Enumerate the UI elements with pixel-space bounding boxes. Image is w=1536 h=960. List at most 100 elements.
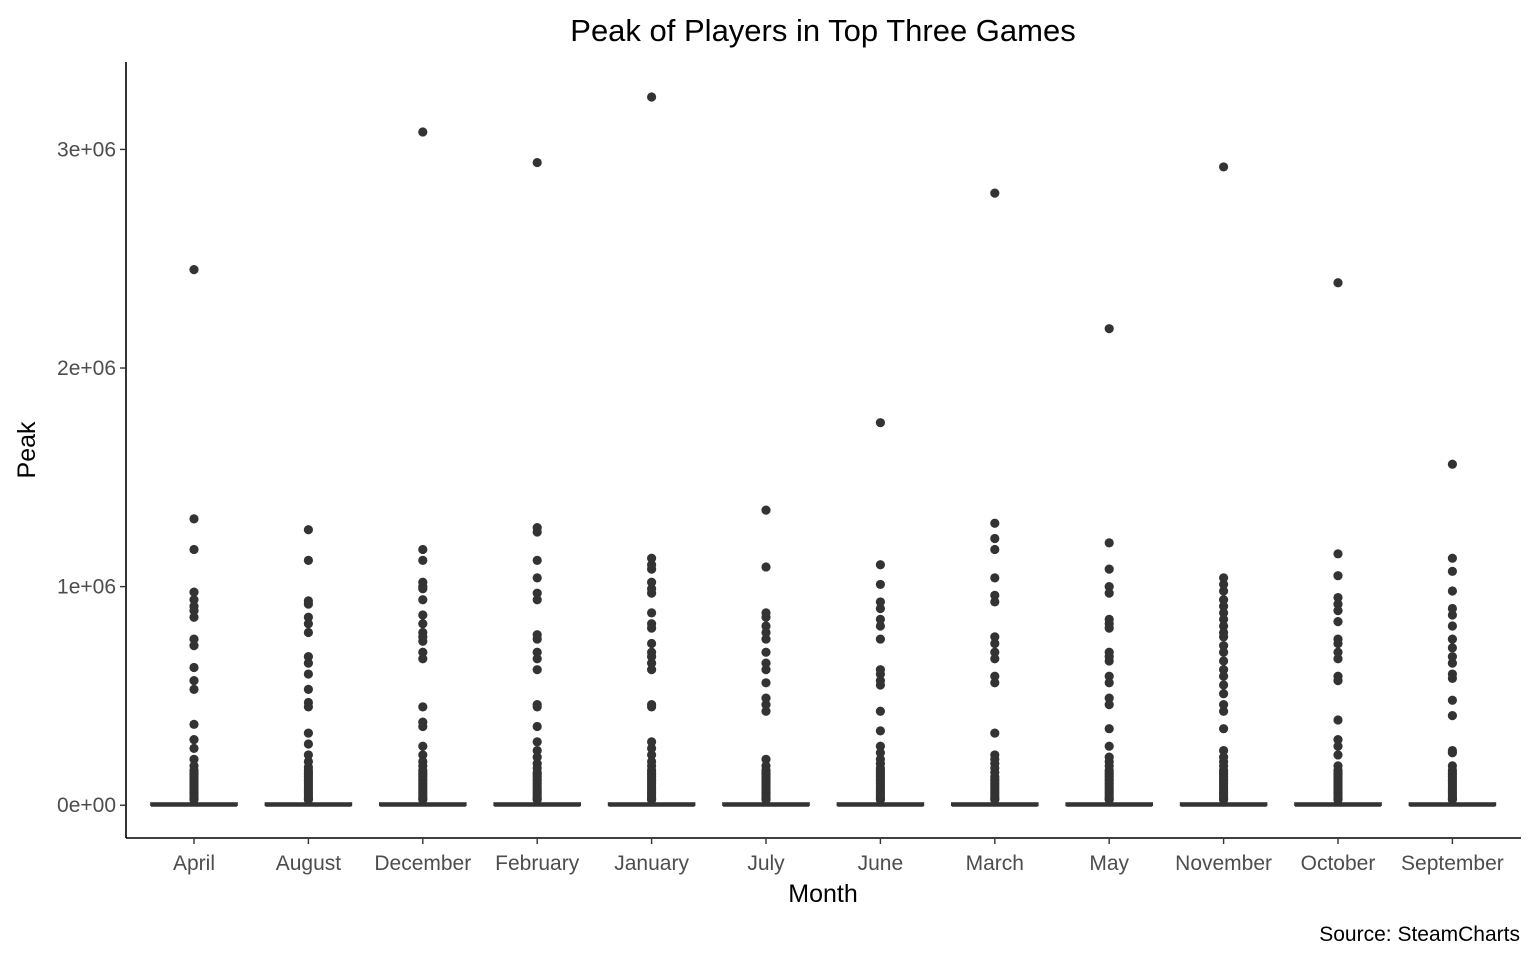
outlier-point (1333, 676, 1342, 685)
outlier-point (876, 707, 885, 716)
outlier-point (189, 795, 198, 804)
outlier-point (533, 634, 542, 643)
outlier-point (304, 619, 313, 628)
outlier-point (876, 418, 885, 427)
x-tick-label: March (966, 852, 1024, 875)
outlier-point (876, 580, 885, 589)
outlier-point (990, 728, 999, 737)
outlier-point (647, 624, 656, 633)
outlier-point (1219, 586, 1228, 595)
outlier-point (418, 556, 427, 565)
outlier-point (304, 600, 313, 609)
outlier-point (647, 702, 656, 711)
outlier-point (761, 707, 770, 716)
outlier-point (990, 534, 999, 543)
outlier-point (761, 634, 770, 643)
outlier-point (647, 665, 656, 674)
outlier-point (533, 556, 542, 565)
outlier-point (1219, 707, 1228, 716)
outlier-point (1219, 689, 1228, 698)
outlier-point (761, 665, 770, 674)
x-axis-title: Month (788, 880, 857, 908)
outlier-point (189, 641, 198, 650)
outlier-point (1219, 162, 1228, 171)
outlier-point (189, 720, 198, 729)
outlier-point (189, 265, 198, 274)
outlier-point (990, 795, 999, 804)
outlier-point (876, 621, 885, 630)
outlier-point (1219, 672, 1228, 681)
box-august (265, 525, 351, 805)
box-july (723, 506, 809, 806)
outlier-point (1105, 724, 1114, 733)
outlier-point (418, 619, 427, 628)
outlier-point (876, 795, 885, 804)
outlier-point (990, 597, 999, 606)
outlier-point (1333, 654, 1342, 663)
outlier-point (876, 604, 885, 613)
outlier-point (304, 659, 313, 668)
outlier-point (533, 158, 542, 167)
outlier-point (304, 739, 313, 748)
outlier-point (647, 639, 656, 648)
chart-caption: Source: SteamCharts (1319, 923, 1520, 946)
outlier-point (533, 702, 542, 711)
outlier-point (1448, 634, 1457, 643)
outlier-point (1333, 742, 1342, 751)
outlier-point (990, 519, 999, 528)
outlier-point (1333, 606, 1342, 615)
outlier-point (1448, 659, 1457, 668)
y-tick-label: 2e+06 (57, 357, 116, 380)
outlier-point (418, 637, 427, 646)
outlier-point (189, 685, 198, 694)
outlier-point (418, 127, 427, 136)
outlier-point (1219, 680, 1228, 689)
outlier-point (1448, 696, 1457, 705)
box-march (952, 189, 1038, 806)
outlier-point (761, 506, 770, 515)
outlier-point (761, 562, 770, 571)
box-october (1295, 278, 1381, 805)
outlier-point (189, 613, 198, 622)
outlier-point (990, 573, 999, 582)
outlier-point (418, 595, 427, 604)
y-tick-label: 0e+00 (57, 794, 116, 817)
outlier-point (1105, 700, 1114, 709)
outlier-point (990, 654, 999, 663)
box-september (1409, 460, 1495, 806)
outlier-point (761, 678, 770, 687)
chart-title: Peak of Players in Top Three Games (570, 13, 1075, 48)
x-tick-label: January (614, 852, 689, 875)
box-may (1066, 324, 1152, 805)
x-tick-label: December (374, 852, 471, 875)
outlier-point (418, 702, 427, 711)
box-june (837, 418, 923, 805)
outlier-point (533, 654, 542, 663)
y-axis-title: Peak (13, 421, 41, 478)
outlier-point (1448, 643, 1457, 652)
x-tick-label: July (747, 852, 785, 875)
outlier-point (304, 728, 313, 737)
outlier-point (1333, 795, 1342, 804)
outlier-point (304, 702, 313, 711)
outlier-point (990, 545, 999, 554)
outlier-point (1219, 632, 1228, 641)
outlier-point (1448, 610, 1457, 619)
outlier-point (418, 545, 427, 554)
outlier-point (990, 189, 999, 198)
outlier-point (1448, 621, 1457, 630)
outlier-point (418, 722, 427, 731)
outlier-point (189, 663, 198, 672)
outlier-point (647, 795, 656, 804)
outlier-point (189, 735, 198, 744)
outlier-point (647, 565, 656, 574)
outlier-point (1333, 715, 1342, 724)
outlier-point (1448, 674, 1457, 683)
outlier-point (418, 610, 427, 619)
outlier-point (1105, 324, 1114, 333)
outlier-point (533, 573, 542, 582)
outlier-point (647, 589, 656, 598)
outlier-point (304, 525, 313, 534)
outlier-point (1448, 554, 1457, 563)
